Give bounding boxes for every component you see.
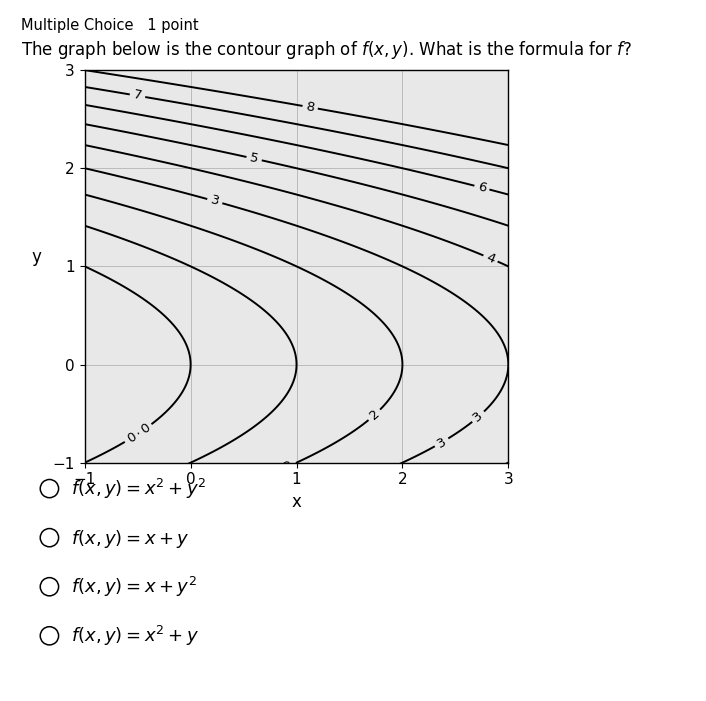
Text: Multiple Choice   1 point: Multiple Choice 1 point (21, 18, 199, 32)
Text: 4: 4 (484, 251, 497, 266)
Text: 0: 0 (124, 430, 138, 446)
Text: $f(x,y)=x^2+y$: $f(x,y)=x^2+y$ (71, 625, 198, 648)
Text: 2: 2 (282, 458, 295, 474)
Text: 3: 3 (471, 409, 486, 425)
X-axis label: x: x (292, 493, 301, 511)
Text: $f(x,y)=x^2+y^2$: $f(x,y)=x^2+y^2$ (71, 477, 206, 501)
Text: 2: 2 (367, 407, 382, 423)
Text: 5: 5 (249, 151, 260, 166)
Text: 0: 0 (138, 421, 152, 437)
Text: $f(x,y)=x+y$: $f(x,y)=x+y$ (71, 529, 189, 550)
Text: 8: 8 (305, 100, 316, 114)
Text: 3: 3 (209, 193, 220, 208)
Y-axis label: y: y (31, 248, 41, 266)
Text: The graph below is the contour graph of $f(x, y)$. What is the formula for $f$?: The graph below is the contour graph of … (21, 39, 633, 60)
Text: 6: 6 (477, 180, 488, 195)
Text: 7: 7 (132, 88, 143, 103)
Text: 3: 3 (435, 435, 448, 450)
Text: $f(x,y)=x+y^2$: $f(x,y)=x+y^2$ (71, 576, 196, 599)
